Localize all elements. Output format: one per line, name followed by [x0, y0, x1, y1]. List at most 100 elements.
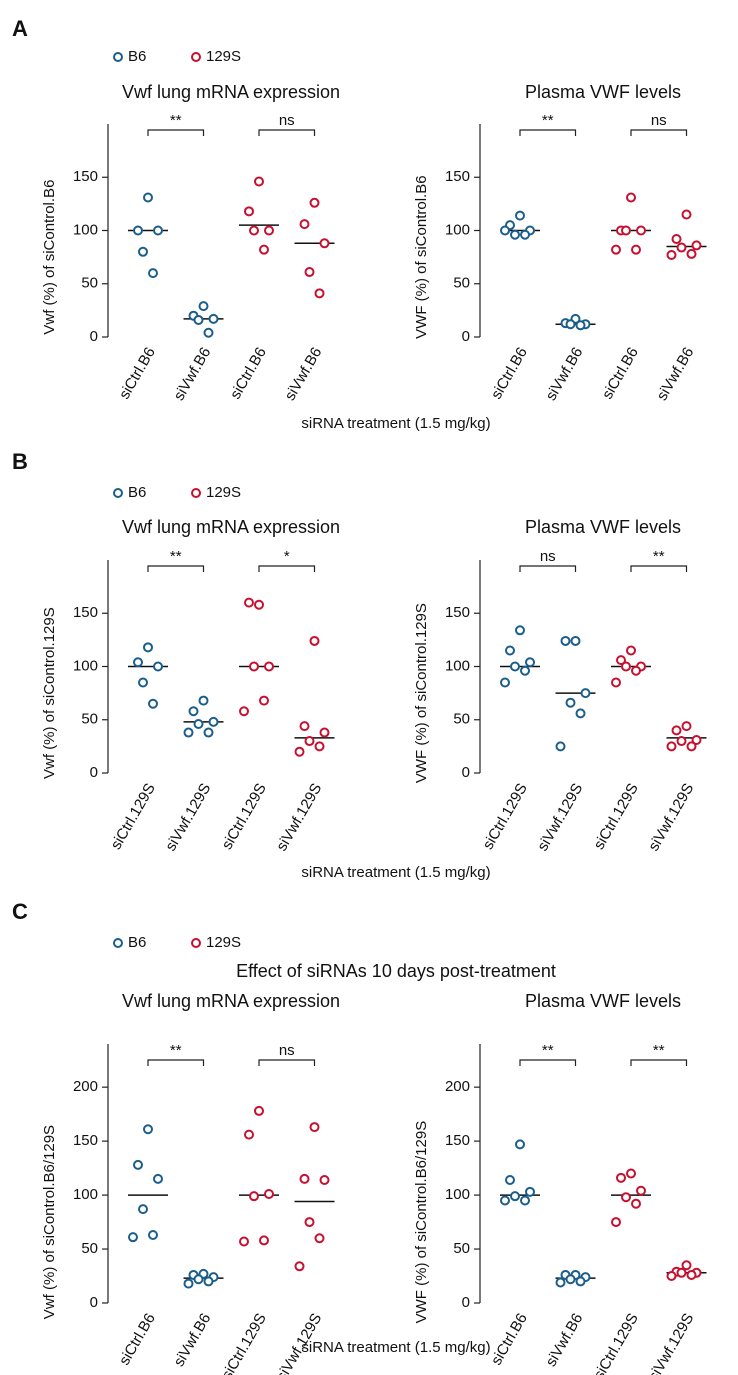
data-point: [294, 1261, 305, 1272]
legend-label: 129S: [206, 48, 241, 65]
legend-marker: [113, 52, 123, 62]
x-tick-label: siVwf.B6: [281, 344, 325, 403]
data-point: [621, 225, 631, 236]
data-point: [520, 229, 530, 240]
y-tick-label: 150: [445, 1132, 470, 1149]
data-point: [631, 244, 641, 255]
x-tick-label: siCtrl.129S: [218, 780, 269, 852]
x-axis-title: siRNA treatment (1.5 mg/kg): [301, 864, 490, 881]
data-point: [133, 225, 143, 236]
y-tick-label: 0: [462, 328, 470, 345]
y-tick-label: 200: [73, 1078, 98, 1095]
data-point: [148, 268, 158, 279]
y-tick-label: 100: [445, 221, 470, 238]
data-point: [143, 192, 153, 203]
data-point: [636, 1185, 646, 1196]
data-point: [560, 635, 571, 646]
data-point: [636, 225, 646, 236]
x-tick-label: siCtrl.129S: [479, 780, 530, 852]
data-point: [510, 1191, 520, 1202]
data-point: [138, 1204, 148, 1215]
y-tick-label: 50: [81, 275, 98, 292]
data-point: [520, 665, 530, 676]
data-point: [510, 229, 520, 240]
data-point: [580, 688, 591, 699]
x-tick-label: siVwf.129S: [534, 780, 586, 853]
y-tick-label: 100: [73, 221, 98, 238]
y-tick-label: 0: [90, 764, 98, 781]
y-tick-label: 0: [90, 328, 98, 345]
x-tick-label: siCtrl.B6: [116, 344, 159, 402]
y-tick-label: 150: [445, 604, 470, 621]
data-point: [264, 225, 274, 236]
significance-bracket: [147, 1059, 205, 1066]
data-point: [133, 657, 143, 668]
significance-label: **: [170, 548, 182, 565]
panel-subtitle: Effect of siRNAs 10 days post-treatment: [236, 961, 556, 981]
significance-bracket: [630, 565, 688, 572]
x-tick-label: siVwf.B6: [653, 344, 697, 403]
data-point: [616, 655, 626, 666]
data-point: [666, 1271, 677, 1282]
data-point: [294, 746, 305, 757]
y-axis-title: VWF (%) of siControl.B6/129S: [413, 1121, 430, 1324]
data-point: [671, 725, 682, 736]
x-tick-label: siVwf.B6: [170, 344, 214, 403]
x-tick-label: siCtrl.B6: [227, 344, 270, 402]
data-point: [500, 677, 510, 688]
data-point: [681, 209, 692, 220]
legend-marker: [113, 938, 123, 948]
data-point: [188, 706, 199, 717]
x-axis-title: siRNA treatment (1.5 mg/kg): [301, 415, 490, 432]
data-point: [208, 313, 219, 324]
significance-bracket: [258, 129, 316, 136]
data-point: [611, 244, 621, 255]
panel-letter: B: [12, 449, 28, 474]
data-point: [244, 597, 254, 608]
data-point: [314, 1233, 325, 1244]
data-point: [555, 741, 566, 752]
data-point: [611, 1217, 621, 1228]
data-point: [128, 1232, 138, 1243]
x-tick-label: siVwf.B6: [542, 344, 586, 403]
data-point: [565, 1274, 576, 1285]
y-tick-label: 50: [453, 711, 470, 728]
y-tick-label: 50: [81, 711, 98, 728]
data-point: [681, 1260, 692, 1271]
data-point: [686, 741, 697, 752]
data-point: [304, 1217, 315, 1228]
y-tick-label: 100: [445, 1186, 470, 1203]
y-tick-label: 0: [462, 1294, 470, 1311]
y-tick-label: 150: [445, 168, 470, 185]
data-point: [304, 736, 315, 747]
x-axis-title: siRNA treatment (1.5 mg/kg): [301, 1339, 490, 1356]
data-point: [148, 1230, 158, 1241]
x-tick-label: siCtrl.B6: [116, 1310, 159, 1368]
data-point: [314, 288, 325, 299]
data-point: [510, 661, 520, 672]
data-point: [616, 1172, 626, 1183]
data-point: [621, 661, 631, 672]
significance-bracket: [147, 565, 205, 572]
y-axis-title: Vwf (%) of siControl.129S: [41, 607, 58, 779]
data-point: [500, 1195, 510, 1206]
data-point: [183, 1278, 194, 1289]
data-point: [565, 319, 576, 330]
data-point: [153, 661, 163, 672]
panel-letter: A: [12, 16, 28, 41]
data-point: [254, 599, 264, 610]
data-point: [671, 234, 682, 245]
x-tick-label: siCtrl.B6: [488, 1310, 531, 1368]
data-point: [691, 734, 702, 745]
data-point: [626, 645, 636, 656]
data-point: [666, 249, 677, 260]
data-point: [309, 197, 320, 208]
y-tick-label: 100: [445, 657, 470, 674]
data-point: [203, 1276, 214, 1287]
data-point: [686, 248, 697, 259]
data-point: [515, 625, 525, 636]
y-tick-label: 150: [73, 1132, 98, 1149]
data-point: [148, 698, 158, 709]
x-tick-label: siVwf.129S: [273, 780, 325, 853]
x-tick-label: siCtrl.129S: [218, 1310, 269, 1375]
